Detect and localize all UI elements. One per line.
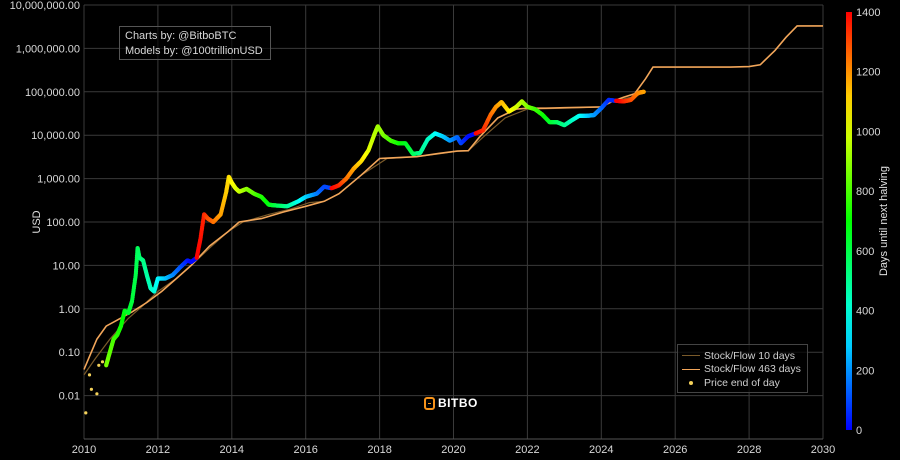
credits-line-1: Charts by: @BitboBTC	[125, 30, 237, 42]
legend-item-sf463[interactable]: Stock/Flow 463 days	[682, 363, 803, 377]
bitbo-logo-icon	[424, 396, 435, 410]
x-tick-label: 2028	[737, 444, 761, 456]
price-point	[95, 392, 99, 396]
colorbar-title: Days until next halving	[878, 166, 890, 276]
bitbo-logo: BITBO	[424, 396, 478, 410]
y-tick-label: 0.01	[59, 391, 80, 403]
legend-item-price[interactable]: Price end of day	[682, 376, 803, 390]
credits-line-2: Models by: @100trillionUSD	[125, 45, 263, 57]
colorbar-tick-label: 1000	[856, 126, 880, 138]
y-tick-label: 100,000.00	[25, 87, 80, 99]
legend-swatch-sf463	[682, 368, 700, 370]
series-line-sf10	[83, 93, 643, 376]
x-tick-label: 2012	[146, 444, 170, 456]
x-tick-label: 2024	[589, 444, 613, 456]
price-point	[84, 411, 88, 415]
colorbar-tick-label: 800	[856, 186, 874, 198]
x-tick-label: 2014	[220, 444, 244, 456]
y-axis-title: USD	[31, 210, 43, 233]
colorbar-tick-label: 1400	[856, 7, 880, 19]
legend-swatch-sf10	[682, 355, 700, 357]
colorbar-tick-label: 200	[856, 365, 874, 377]
y-tick-label: 100.00	[46, 217, 80, 229]
price-point	[87, 373, 92, 377]
y-tick-label: 1.00	[59, 304, 80, 316]
price-point	[641, 89, 646, 94]
y-tick-label: 10.00	[52, 260, 80, 272]
colorbar	[846, 12, 852, 430]
colorbar-tick-label: 600	[856, 246, 874, 258]
series-line-sf463	[83, 25, 823, 370]
x-tick-label: 2018	[367, 444, 391, 456]
bitbo-logo-text: BITBO	[438, 396, 478, 410]
legend: Stock/Flow 10 days Stock/Flow 463 days P…	[677, 344, 808, 393]
credits-box: Charts by: @BitboBTC Models by: @100tril…	[119, 26, 271, 60]
y-tick-label: 0.10	[59, 347, 80, 359]
x-tick-label: 2016	[293, 444, 317, 456]
y-tick-label: 1,000,000.00	[16, 43, 80, 55]
legend-label-sf10: Stock/Flow 10 days	[704, 349, 796, 362]
y-tick-label: 10,000.00	[31, 130, 80, 142]
y-tick-label: 10,000,000.00	[10, 0, 80, 12]
colorbar-tick-label: 0	[856, 425, 862, 437]
colorbar-tick-label: 1200	[856, 67, 880, 79]
x-tick-label: 2020	[441, 444, 465, 456]
price-point	[89, 387, 93, 391]
price-point	[97, 363, 101, 367]
colorbar-tick-label: 400	[856, 306, 874, 318]
legend-label-price: Price end of day	[704, 376, 780, 389]
legend-item-sf10[interactable]: Stock/Flow 10 days	[682, 349, 803, 363]
y-tick-label: 1,000.00	[37, 174, 80, 186]
x-tick-label: 2010	[72, 444, 96, 456]
legend-label-sf463: Stock/Flow 463 days	[704, 363, 801, 376]
price-point	[100, 360, 105, 364]
x-tick-label: 2030	[811, 444, 835, 456]
x-tick-label: 2026	[663, 444, 687, 456]
x-tick-label: 2022	[515, 444, 539, 456]
legend-swatch-price	[682, 380, 700, 385]
